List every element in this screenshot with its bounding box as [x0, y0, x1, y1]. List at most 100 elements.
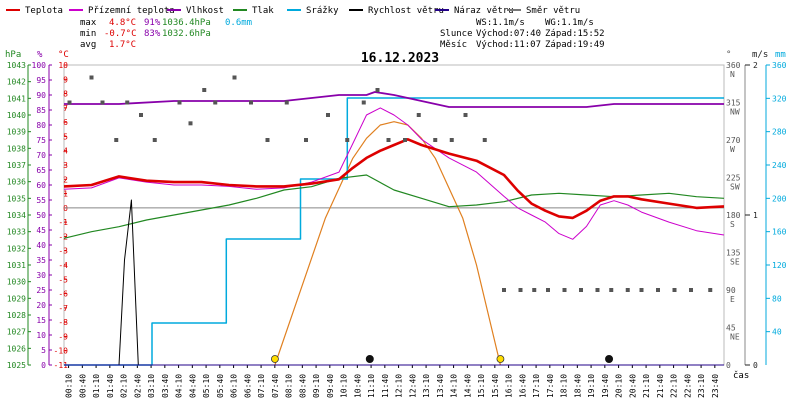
hpa-tick-label: 1028	[7, 311, 26, 320]
time-tick-label: 08:10	[285, 374, 294, 398]
percent-tick-label: 100	[32, 61, 47, 70]
time-tick-label: 19:10	[587, 374, 596, 398]
stats-max-temp: 4.8°C	[109, 18, 136, 28]
hpa-tick-label: 1026	[7, 344, 26, 353]
direction-compass-label: NW	[730, 108, 740, 117]
wind-direction-point	[689, 288, 693, 292]
time-tick-label: 15:10	[477, 374, 486, 398]
wind-direction-point	[579, 288, 583, 292]
stats-min-temp: -0.7°C	[104, 29, 137, 39]
hpa-unit-label: hPa	[5, 50, 21, 60]
time-tick-label: 22:10	[670, 374, 679, 398]
percent-tick-label: 95	[36, 76, 46, 85]
time-tick-label: 14:40	[463, 374, 472, 398]
stats-min-label: min	[80, 29, 96, 39]
wind-direction-point	[656, 288, 660, 292]
hpa-tick-label: 1035	[7, 194, 26, 203]
wind-direction-point	[609, 288, 614, 292]
plot-layer	[63, 75, 725, 366]
ms-tick-label: 2	[753, 61, 758, 70]
wind-direction-point	[125, 100, 130, 105]
time-tick-label: 13:10	[422, 374, 431, 398]
hpa-tick-label: 1037	[7, 161, 26, 170]
series-line-vlhkost	[64, 91, 724, 108]
mm-tick-label: 320	[772, 94, 787, 103]
celsius-tick-label: -10	[54, 347, 69, 356]
legend-label: Rychlost větru	[368, 6, 444, 16]
direction-tick-label: 45	[726, 324, 736, 333]
stats-min-humidity: 83%	[144, 29, 161, 39]
time-tick-label: 06:10	[230, 374, 239, 398]
wind-direction-point	[67, 100, 72, 105]
wind-direction-point	[708, 288, 713, 292]
sunset-time: Západ:15:52	[545, 29, 605, 39]
hpa-tick-label: 1030	[7, 278, 26, 287]
time-tick-label: 16:10	[505, 374, 514, 398]
mm-tick-label: 80	[772, 294, 782, 303]
wind-direction-point	[177, 100, 182, 105]
percent-tick-label: 30	[36, 271, 46, 280]
hpa-tick-label: 1033	[7, 228, 26, 237]
legend-label: Přízemní teplota	[88, 6, 175, 16]
time-tick-label: 11:10	[367, 374, 376, 398]
legend-label: Srážky	[306, 6, 339, 16]
direction-tick-label: 90	[726, 286, 736, 295]
stats-avg-label: avg	[80, 40, 96, 50]
wind-direction-point	[326, 113, 330, 117]
wind-direction-point	[284, 100, 289, 105]
time-tick-label: 02:10	[120, 374, 129, 398]
percent-unit-label: %	[37, 50, 43, 60]
stats-block: max 4.8°C 91% 1036.4hPa 0.6mm min -0.7°C…	[80, 18, 252, 50]
sun-label: Slunce	[440, 29, 473, 39]
wind-direction-point	[562, 288, 567, 292]
celsius-tick-label: -8	[58, 318, 68, 327]
stats-max-pressure: 1036.4hPa	[162, 18, 211, 28]
stats-min-pressure: 1032.6hPa	[162, 29, 211, 39]
hpa-tick-label: 1025	[7, 361, 26, 370]
time-tick-label: 15:40	[491, 374, 500, 398]
wind-direction-point	[139, 113, 143, 117]
percent-tick-label: 85	[36, 106, 46, 115]
celsius-tick-label: 10	[58, 61, 68, 70]
percent-tick-label: 80	[36, 121, 46, 130]
astro-info: WS:1.1m/s WG:1.1m/s Slunce Východ:07:40 …	[440, 18, 605, 50]
percent-tick-label: 60	[36, 181, 46, 190]
axis-units: hPa % °C ° m/s mm čas	[5, 50, 786, 381]
stats-max-rain: 0.6mm	[225, 18, 252, 28]
time-tick-label: 21:10	[642, 374, 651, 398]
wind-direction-point	[188, 121, 193, 126]
wind-direction-point	[463, 113, 468, 117]
stats-avg-temp: 1.7°C	[109, 40, 136, 50]
celsius-unit-label: °C	[58, 50, 69, 60]
wind-direction-point	[386, 138, 391, 142]
series-line-přízemní-teplota	[63, 107, 725, 240]
time-tick-label: 22:40	[683, 374, 692, 398]
percent-tick-label: 20	[36, 301, 46, 310]
time-tick-label: 07:10	[257, 374, 266, 398]
wind-direction-point	[265, 138, 270, 142]
percent-tick-label: 10	[36, 331, 46, 340]
hpa-tick-label: 1039	[7, 128, 26, 137]
wind-direction-point	[202, 88, 207, 92]
time-tick-label: 01:40	[106, 374, 115, 398]
wind-direction-point	[449, 138, 454, 142]
moon-marker	[605, 355, 614, 363]
percent-tick-label: 5	[41, 346, 46, 355]
mm-tick-label: 280	[772, 128, 787, 137]
time-tick-label: 13:40	[436, 374, 445, 398]
time-tick-label: 17:40	[546, 374, 555, 398]
time-tick-label: 18:40	[573, 374, 582, 398]
time-tick-label: 17:10	[532, 374, 541, 398]
ms-unit-label: m/s	[752, 50, 768, 60]
legend-label: Vlhkost	[186, 6, 224, 16]
time-tick-label: 01:10	[92, 374, 101, 398]
time-tick-label: 05:10	[202, 374, 211, 398]
wind-gust-info: WG:1.1m/s	[545, 18, 594, 28]
sunrise-time: Východ:07:40	[476, 29, 541, 39]
direction-compass-label: N	[730, 70, 735, 79]
hpa-tick-label: 1032	[7, 244, 26, 253]
celsius-tick-label: -6	[58, 290, 68, 299]
wind-direction-point	[433, 138, 438, 142]
wind-direction-point	[89, 75, 94, 80]
